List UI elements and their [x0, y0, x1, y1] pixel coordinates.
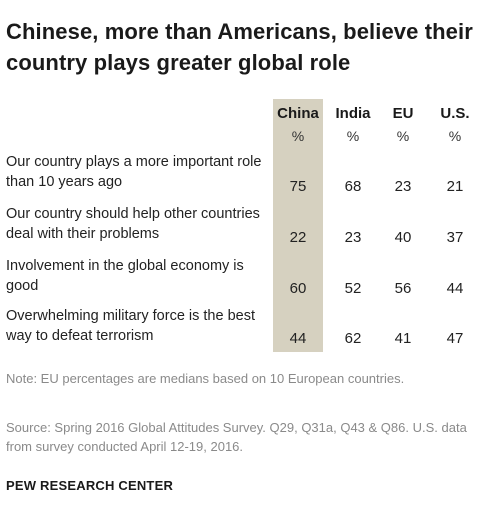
table-cell: 56 — [394, 280, 412, 297]
table-cell: 22 — [289, 229, 307, 246]
column-header: EU — [392, 105, 414, 122]
table-cell: 40 — [394, 229, 412, 246]
table-cell: 37 — [446, 229, 464, 246]
table-cell: 68 — [344, 178, 362, 195]
row-label: Involvement in the global economy is goo… — [6, 258, 244, 294]
table-cell: 52 — [344, 280, 362, 297]
table-cell: 44 — [289, 330, 307, 347]
table-cell: 60 — [289, 280, 307, 297]
chart-title: Chinese, more than Americans, believe th… — [6, 19, 473, 75]
table-cell: 44 — [446, 280, 464, 297]
brand-credit: PEW RESEARCH CENTER — [6, 478, 174, 493]
column-unit: % — [346, 128, 360, 144]
row-label: Our country should help other countries … — [6, 206, 260, 242]
table-cell: 23 — [344, 229, 362, 246]
table-cell: 75 — [289, 178, 307, 195]
column-header: U.S. — [440, 105, 470, 122]
column-header: India — [335, 105, 371, 122]
row-label: Overwhelming military force is the best … — [6, 308, 255, 344]
column-unit: % — [396, 128, 410, 144]
table-cell: 41 — [394, 330, 412, 347]
column-unit: % — [448, 128, 462, 144]
table-cell: 47 — [446, 330, 464, 347]
china-column-highlight — [273, 99, 323, 352]
column-unit: % — [291, 128, 305, 144]
column-header: China — [277, 105, 319, 122]
table-cell: 62 — [344, 330, 362, 347]
table-cell: 23 — [394, 178, 412, 195]
table-cell: 21 — [446, 178, 464, 195]
footnote: Note: EU percentages are medians based o… — [6, 371, 405, 386]
row-label: Our country plays a more important role … — [6, 154, 262, 190]
source-note: Source: Spring 2016 Global Attitudes Sur… — [6, 420, 467, 454]
